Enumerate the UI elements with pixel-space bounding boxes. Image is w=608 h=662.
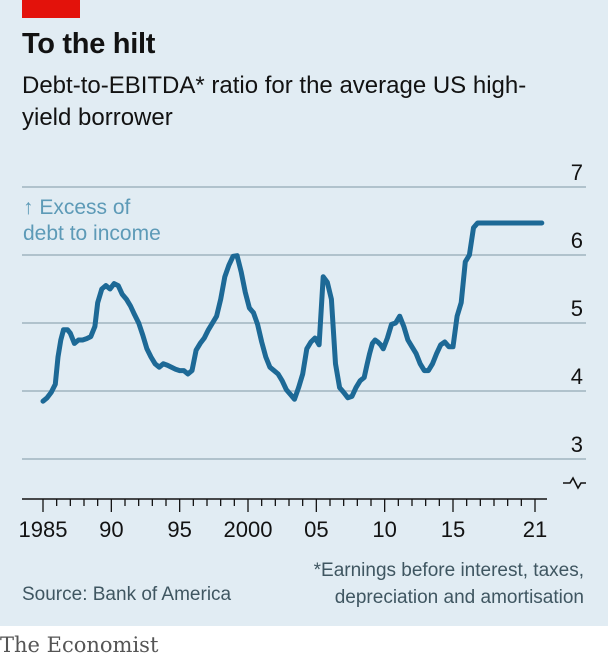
series-layer	[40, 220, 545, 404]
y-tick-label-4: 4	[571, 364, 583, 389]
y-tick-label-6: 6	[571, 228, 583, 253]
footnote: *Earnings before interest, taxes, deprec…	[313, 560, 584, 608]
x-tick-labels: 1985 90 95 2000 05 10 15 21	[19, 517, 548, 542]
y-tick-label-5: 5	[571, 296, 583, 321]
axis-break-icon	[563, 476, 586, 490]
x-tick-label-05: 05	[304, 517, 328, 542]
x-tick-label-90: 90	[99, 517, 123, 542]
gridlines	[22, 186, 586, 460]
y-tick-label-7: 7	[571, 160, 583, 185]
chart-annotation: ↑ Excess of debt to income	[23, 196, 161, 245]
x-tick-label-21: 21	[523, 517, 547, 542]
brand-wordmark: The Economist	[0, 633, 159, 657]
annotation-line-1: ↑ Excess of	[23, 196, 131, 219]
axis-break-squiggle	[563, 476, 586, 490]
y-tick-label-3: 3	[571, 432, 583, 457]
source-note: Source: Bank of America	[22, 584, 232, 605]
x-tick-label-15: 15	[441, 517, 465, 542]
series-line-0	[40, 220, 545, 404]
chart-title: To the hilt	[22, 28, 156, 60]
y-tick-labels: 3 4 5 6 7	[571, 160, 583, 457]
x-tick-label-2000: 2000	[224, 517, 273, 542]
brand-red-tag	[22, 0, 80, 18]
line-chart: 3 4 5 6 7 1985 90 95 2000 05 10 15 21 ↑ Excess of d…	[19, 160, 586, 542]
annotation-line-2: debt to income	[23, 222, 161, 245]
x-tick-label-10: 10	[372, 517, 396, 542]
x-tick-label-95: 95	[167, 517, 191, 542]
x-axis	[22, 498, 547, 512]
chart-panel	[0, 0, 608, 626]
x-tick-label-1985: 1985	[19, 517, 68, 542]
chart-subtitle: Debt-to-EBITDA* ratio for the average US…	[22, 72, 527, 131]
